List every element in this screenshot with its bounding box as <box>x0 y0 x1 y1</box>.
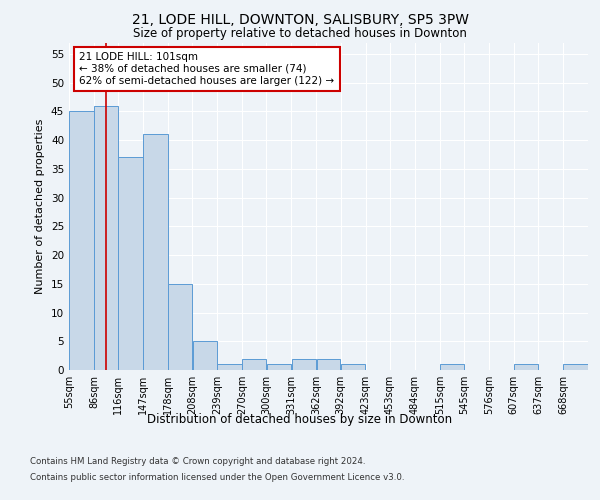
Text: Contains public sector information licensed under the Open Government Licence v3: Contains public sector information licen… <box>30 472 404 482</box>
Text: Size of property relative to detached houses in Downton: Size of property relative to detached ho… <box>133 28 467 40</box>
Bar <box>217 364 242 370</box>
Bar <box>514 364 538 370</box>
Bar <box>341 364 365 370</box>
Bar <box>266 364 291 370</box>
Bar <box>317 358 340 370</box>
Bar <box>169 284 192 370</box>
Bar <box>440 364 464 370</box>
Bar <box>242 358 266 370</box>
Bar <box>118 158 143 370</box>
Bar <box>563 364 588 370</box>
Bar <box>69 112 94 370</box>
Text: 21 LODE HILL: 101sqm
← 38% of detached houses are smaller (74)
62% of semi-detac: 21 LODE HILL: 101sqm ← 38% of detached h… <box>79 52 335 86</box>
Text: Contains HM Land Registry data © Crown copyright and database right 2024.: Contains HM Land Registry data © Crown c… <box>30 458 365 466</box>
Bar <box>94 106 118 370</box>
Text: Distribution of detached houses by size in Downton: Distribution of detached houses by size … <box>148 412 452 426</box>
Y-axis label: Number of detached properties: Number of detached properties <box>35 118 46 294</box>
Bar <box>193 342 217 370</box>
Bar <box>292 358 316 370</box>
Bar <box>143 134 168 370</box>
Text: 21, LODE HILL, DOWNTON, SALISBURY, SP5 3PW: 21, LODE HILL, DOWNTON, SALISBURY, SP5 3… <box>131 12 469 26</box>
